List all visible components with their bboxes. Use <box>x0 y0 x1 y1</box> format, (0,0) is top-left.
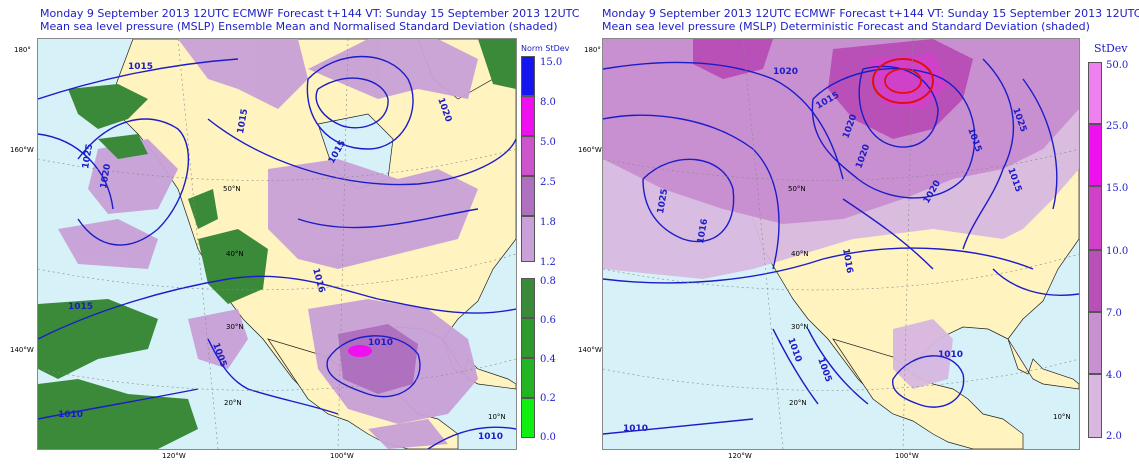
isobar-label: 1010 <box>623 424 648 434</box>
lat-label-50n: 50°N <box>223 185 241 193</box>
isobar-label: 1020 <box>773 67 798 77</box>
left-colorbar-label: 0.8 <box>540 276 556 287</box>
right-colorbar-segment <box>1088 62 1102 124</box>
graticule <box>603 39 1079 449</box>
left-colorbar-label: 2.5 <box>540 177 556 188</box>
lat-label-20n: 20°N <box>224 399 242 407</box>
right-lat-label-180: 180° <box>584 46 601 54</box>
right-colorbar-label: 25.0 <box>1106 121 1129 132</box>
right-colorbar-segment <box>1088 312 1102 374</box>
left-colorbar-segment <box>521 398 535 438</box>
left-colorbar-segment <box>521 318 535 358</box>
left-colorbar-segment <box>521 278 535 318</box>
isobar-label: 1025 <box>81 143 95 169</box>
isobar-label: 1010 <box>368 338 393 348</box>
right-colorbar-segment <box>1088 186 1102 250</box>
red-contour-low <box>872 58 934 104</box>
left-lat-label-180: 180° <box>14 46 31 54</box>
right-colorbar-segment <box>1088 250 1102 312</box>
right-colorbar-label: 4.0 <box>1106 370 1122 381</box>
left-lon-label-100w: 100°W <box>330 452 354 460</box>
isobars <box>603 58 1079 435</box>
isobar-label: 1015 <box>68 302 93 312</box>
land-florida-cuba <box>1007 338 1079 390</box>
red-contour-low-inner <box>884 68 922 94</box>
right-lat-label-140w: 140°W <box>578 346 602 354</box>
left-colorbar-label: 1.2 <box>540 257 556 268</box>
lat-label-10n: 10°N <box>488 413 506 421</box>
isobar-label: 1015 <box>128 62 153 72</box>
left-colorbar-label: 1.8 <box>540 217 556 228</box>
right-lon-label-100w: 100°W <box>895 452 919 460</box>
left-colorbar-label: 0.0 <box>540 432 556 443</box>
isobar-label: 1020 <box>99 163 113 189</box>
left-title-line1: Monday 9 September 2013 12UTC ECMWF Fore… <box>40 7 580 20</box>
lat-label-30n: 30°N <box>791 323 809 331</box>
isobar-label: 1015 <box>236 108 250 134</box>
left-map-canvas: 1015 1025 1020 1015 1020 1015 1016 1015 … <box>38 39 516 449</box>
isobar-label: 1010 <box>478 432 503 442</box>
isobar-label: 1016 <box>840 248 854 274</box>
isobar-label: 1010 <box>938 350 963 360</box>
right-map-canvas: 1020 1015 1025 1020 1015 1020 1025 1015 … <box>603 39 1079 449</box>
left-colorbar-label: 15.0 <box>540 57 563 68</box>
graticule <box>38 39 516 449</box>
left-title-line2: Mean sea level pressure (MSLP) Ensemble … <box>40 20 558 33</box>
right-map: 1020 1015 1025 1020 1015 1020 1025 1015 … <box>602 38 1080 450</box>
left-colorbar-label: 8.0 <box>540 97 556 108</box>
left-lat-label-160w: 160°W <box>10 146 34 154</box>
right-lat-label-160w: 160°W <box>578 146 602 154</box>
right-title-line2: Mean sea level pressure (MSLP) Determini… <box>602 20 1090 33</box>
right-colorbar-label: 2.0 <box>1106 431 1122 442</box>
right-colorbar-segment <box>1088 374 1102 438</box>
lat-label-50n: 50°N <box>788 185 806 193</box>
left-colorbar-label: 0.4 <box>540 354 556 365</box>
lat-label-30n: 30°N <box>226 323 244 331</box>
left-colorbar-segment <box>521 358 535 398</box>
left-colorbar-segment <box>521 216 535 262</box>
isobar-label: 1025 <box>656 188 670 214</box>
isobar-label: 1010 <box>58 410 83 420</box>
right-colorbar-label: 10.0 <box>1106 246 1129 257</box>
isobar-label: 1016 <box>696 218 710 244</box>
left-colorbar-label: 5.0 <box>540 137 556 148</box>
right-colorbar-segment <box>1088 124 1102 186</box>
lat-label-10n: 10°N <box>1053 413 1071 421</box>
left-colorbar-segment <box>521 136 535 176</box>
isobars <box>38 55 516 449</box>
left-lon-label-120w: 120°W <box>162 452 186 460</box>
left-colorbar-label: 0.6 <box>540 315 556 326</box>
lat-label-40n: 40°N <box>791 250 809 258</box>
left-colorbar-title: Norm StDev <box>521 44 570 53</box>
right-colorbar-title: StDev <box>1094 42 1128 55</box>
left-colorbar-segment <box>521 56 535 96</box>
left-colorbar-label: 0.2 <box>540 393 556 404</box>
right-colorbar-label: 15.0 <box>1106 183 1129 194</box>
right-colorbar-label: 7.0 <box>1106 308 1122 319</box>
right-title-line1: Monday 9 September 2013 12UTC ECMWF Fore… <box>602 7 1139 20</box>
lat-label-40n: 40°N <box>226 250 244 258</box>
left-map: 1015 1025 1020 1015 1020 1015 1016 1015 … <box>37 38 517 450</box>
shading-max-stddev <box>348 345 372 357</box>
lat-label-20n: 20°N <box>789 399 807 407</box>
right-colorbar-label: 50.0 <box>1106 60 1129 71</box>
left-lat-label-140w: 140°W <box>10 346 34 354</box>
shading-high-stddev <box>338 324 418 394</box>
left-colorbar-segment <box>521 176 535 216</box>
right-lon-label-120w: 120°W <box>728 452 752 460</box>
left-colorbar-segment <box>521 96 535 136</box>
